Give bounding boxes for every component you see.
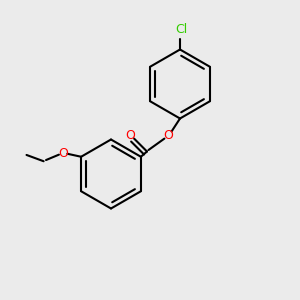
Text: O: O (126, 128, 135, 142)
Text: Cl: Cl (176, 23, 188, 36)
Text: O: O (163, 128, 173, 142)
Text: O: O (58, 147, 68, 160)
